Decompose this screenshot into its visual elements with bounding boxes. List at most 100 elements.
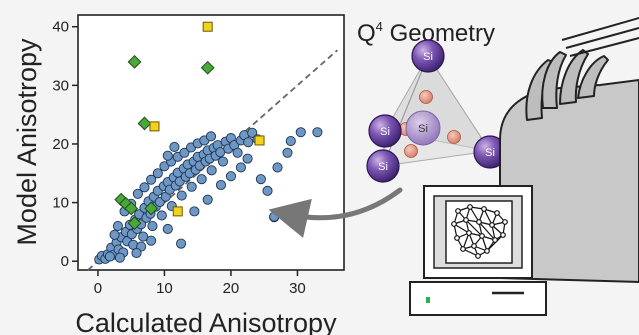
y-tick-label: 30 <box>52 77 69 94</box>
data-point-diamond <box>144 201 159 216</box>
data-point-circle <box>147 220 158 232</box>
data-point-circle <box>114 252 125 263</box>
data-point-diamond <box>124 201 139 216</box>
svg-text:Si: Si <box>423 51 433 63</box>
data-point-square <box>202 21 213 32</box>
data-point-circle <box>139 182 150 193</box>
y-axis-label: Model Anisotropy <box>12 38 42 246</box>
data-point-circle <box>186 181 197 192</box>
y-tick-label: 10 <box>52 195 69 212</box>
network-node <box>463 217 469 223</box>
oxygen-atom <box>419 90 433 104</box>
network-node <box>502 219 508 225</box>
network-node <box>492 237 498 243</box>
power-led <box>426 297 430 303</box>
data-point-circle <box>247 127 258 138</box>
network-node <box>451 221 457 227</box>
x-axis-ticks: 0 10 20 30 <box>94 270 306 297</box>
data-point-square <box>254 135 265 146</box>
network-node <box>475 253 481 259</box>
geometry-title: Q4 Geometry <box>357 19 495 47</box>
oxygen-atom <box>404 144 418 158</box>
x-tick-label: 30 <box>289 280 306 297</box>
network-node <box>471 243 477 249</box>
data-point-circle <box>295 127 306 138</box>
y-axis-ticks: 0 10 20 30 40 <box>52 19 78 270</box>
data-point-circle <box>109 229 120 240</box>
q4-geometry-illustration: Q4 Geometry Si Si Si Si Si <box>357 19 507 183</box>
data-point-circle <box>169 141 180 152</box>
network-node <box>460 246 466 252</box>
data-point-diamond <box>200 60 215 75</box>
data-point-circle <box>206 165 217 176</box>
network-node <box>476 219 482 225</box>
data-point-circle <box>235 162 246 173</box>
data-point-circle <box>132 188 143 199</box>
network-node <box>454 235 460 241</box>
x-axis-label: Calculated Anisotropy <box>75 308 337 335</box>
data-point-circle <box>215 179 227 191</box>
data-point-circle <box>104 251 115 262</box>
data-point-square <box>172 206 183 217</box>
data-point-circle <box>176 190 187 201</box>
y-tick-label: 20 <box>52 136 69 153</box>
data-marks <box>94 21 323 265</box>
network-node <box>479 233 485 239</box>
data-point-circle <box>243 137 254 148</box>
silicon-atom: Si <box>411 39 445 73</box>
network-node <box>494 210 500 216</box>
network-node <box>466 230 472 236</box>
data-point-circle <box>152 168 163 179</box>
data-point-diamond <box>127 216 142 231</box>
network-edge <box>478 221 496 241</box>
data-point-circle <box>112 220 123 232</box>
network-node <box>500 232 506 238</box>
data-point-circle <box>312 127 323 138</box>
x-tick-label: 10 <box>156 280 173 297</box>
data-point-circle <box>179 147 190 158</box>
data-point-circle <box>176 238 187 249</box>
network-node <box>455 208 461 214</box>
data-point-circle <box>232 147 243 158</box>
data-point-circle <box>196 174 207 185</box>
svg-text:Si: Si <box>380 126 390 138</box>
data-point-circle <box>138 231 149 242</box>
computer-base <box>409 281 547 316</box>
data-point-diamond <box>137 116 152 131</box>
network-node <box>489 222 495 228</box>
silicon-atom: Si <box>368 114 402 148</box>
data-point-circle <box>146 174 157 185</box>
data-point-circle <box>205 131 217 142</box>
y-tick-label: 0 <box>61 253 69 270</box>
data-point-circle <box>146 235 157 246</box>
data-point-circle <box>282 147 293 158</box>
svg-text:Si: Si <box>418 123 428 135</box>
data-point-circle <box>162 223 173 235</box>
data-point-circle <box>131 247 142 259</box>
data-point-circle <box>269 211 280 222</box>
data-point-circle <box>255 174 266 185</box>
network-node <box>467 204 473 210</box>
network-node <box>481 206 487 212</box>
silicon-atom-center: Si <box>405 110 441 146</box>
data-point-circle <box>162 150 173 161</box>
data-point-diamond <box>127 54 142 69</box>
scientist-silhouette <box>499 17 639 283</box>
data-point-circle <box>202 194 213 205</box>
network-edge <box>486 234 504 252</box>
computer-illustration <box>409 185 547 316</box>
svg-text:Si: Si <box>485 147 495 159</box>
network-node <box>484 248 490 254</box>
y-tick-label: 40 <box>52 19 69 36</box>
data-point-circle <box>217 156 229 167</box>
data-point-circle <box>225 171 236 182</box>
oxygen-atom <box>447 130 461 144</box>
data-point-circle <box>285 135 296 147</box>
data-point-circle <box>262 185 273 196</box>
data-point-circle <box>242 153 253 164</box>
data-point-circle <box>272 162 283 173</box>
data-point-circle <box>189 206 200 217</box>
svg-text:Si: Si <box>378 161 388 173</box>
